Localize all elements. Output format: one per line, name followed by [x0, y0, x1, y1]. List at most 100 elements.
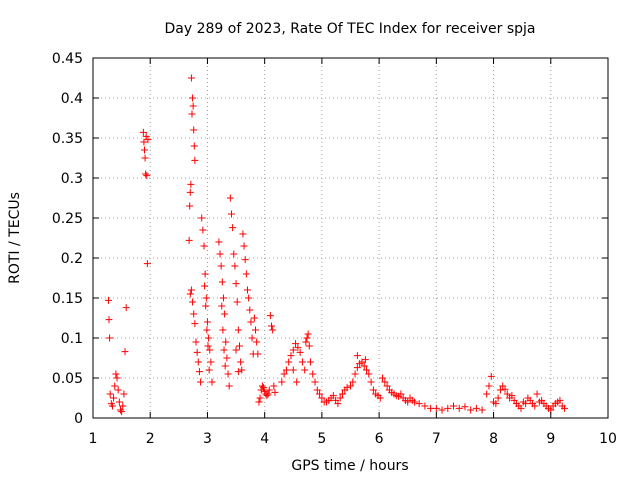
y-tick-label: 0.25 [52, 211, 83, 227]
data-point [336, 394, 344, 402]
data-point [338, 390, 346, 398]
data-point [293, 378, 301, 386]
data-point [242, 270, 250, 278]
data-point [121, 348, 129, 356]
data-point [187, 180, 195, 188]
data-point [483, 390, 491, 398]
x-tick-label: 6 [375, 431, 384, 447]
y-tick-label: 0.05 [52, 371, 83, 387]
data-point [201, 270, 209, 278]
data-point [263, 392, 271, 400]
data-point [218, 302, 226, 310]
data-point [189, 298, 197, 306]
data-point [112, 370, 120, 378]
data-point [219, 294, 227, 302]
data-point [304, 330, 312, 338]
data-point [264, 390, 272, 398]
y-tick-label: 0.2 [61, 251, 83, 267]
data-point [397, 390, 405, 398]
data-point [478, 406, 486, 414]
data-point [202, 294, 210, 302]
data-point [206, 346, 214, 354]
data-point [119, 402, 127, 410]
data-point [234, 368, 242, 376]
data-point [223, 354, 231, 362]
plot-frame [92, 57, 609, 419]
data-point [186, 290, 194, 298]
data-point [229, 224, 237, 232]
y-tick-label: 0.15 [52, 291, 83, 307]
data-point [205, 366, 213, 374]
data-point [220, 346, 228, 354]
data-point [143, 172, 151, 180]
data-point [444, 404, 452, 412]
x-tick-label: 7 [432, 431, 441, 447]
data-point [517, 404, 525, 412]
data-point [226, 194, 234, 202]
data-point [202, 302, 210, 310]
y-axis-ticks: 0 0.05 0.1 0.15 0.2 0.25 0.3 0.35 0.4 0.45 [52, 51, 608, 427]
data-point [316, 390, 324, 398]
data-point [199, 226, 207, 234]
data-point [225, 382, 233, 390]
y-tick-label: 0.45 [52, 51, 83, 67]
data-point [201, 282, 209, 290]
data-point [369, 386, 377, 394]
data-point [487, 372, 495, 380]
data-point [232, 280, 240, 288]
data-point [485, 382, 493, 390]
data-point [114, 386, 122, 394]
data-point [239, 230, 247, 238]
y-axis-label: ROTI / TECUs [7, 192, 23, 284]
grid-lines [93, 58, 608, 418]
data-point [561, 404, 569, 412]
data-point [556, 396, 564, 404]
data-point [222, 338, 230, 346]
data-point [140, 138, 148, 146]
data-point [197, 378, 205, 386]
data-point [191, 320, 199, 328]
data-point [235, 342, 243, 350]
data-point [195, 368, 203, 376]
data-point [379, 374, 387, 382]
data-point [106, 334, 114, 342]
y-tick-label: 0.4 [61, 91, 83, 107]
y-tick-label: 0.1 [61, 331, 83, 347]
data-point [203, 318, 211, 326]
data-point [522, 400, 530, 408]
data-point [194, 358, 202, 366]
data-point [190, 310, 198, 318]
data-point [266, 312, 274, 320]
data-point [141, 146, 148, 154]
data-point [278, 378, 286, 386]
y-tick-label: 0.35 [52, 131, 83, 147]
data-point [311, 378, 319, 386]
data-point [383, 382, 391, 390]
data-point [503, 390, 511, 398]
data-point [233, 298, 241, 306]
data-point [237, 358, 245, 366]
data-point [508, 392, 516, 400]
x-axis-label: GPS time / hours [291, 458, 408, 474]
data-point [282, 366, 290, 374]
data-point [363, 366, 371, 374]
data-point [221, 310, 229, 318]
data-point [351, 370, 359, 378]
data-point [198, 214, 206, 222]
x-axis-ticks: 1 2 3 4 5 6 7 8 9 10 [89, 58, 617, 447]
data-point [306, 358, 314, 366]
data-point [190, 142, 198, 150]
chart-title: Day 289 of 2023, Rate Of TEC Index for r… [164, 21, 535, 37]
data-point [303, 334, 311, 342]
data-point [187, 286, 195, 294]
data-point [270, 382, 278, 390]
data-point [244, 286, 251, 294]
data-point [250, 314, 258, 322]
data-point [450, 402, 457, 410]
data-point [139, 128, 147, 136]
data-point [334, 400, 342, 408]
data-point [221, 362, 229, 370]
data-point [118, 408, 126, 416]
